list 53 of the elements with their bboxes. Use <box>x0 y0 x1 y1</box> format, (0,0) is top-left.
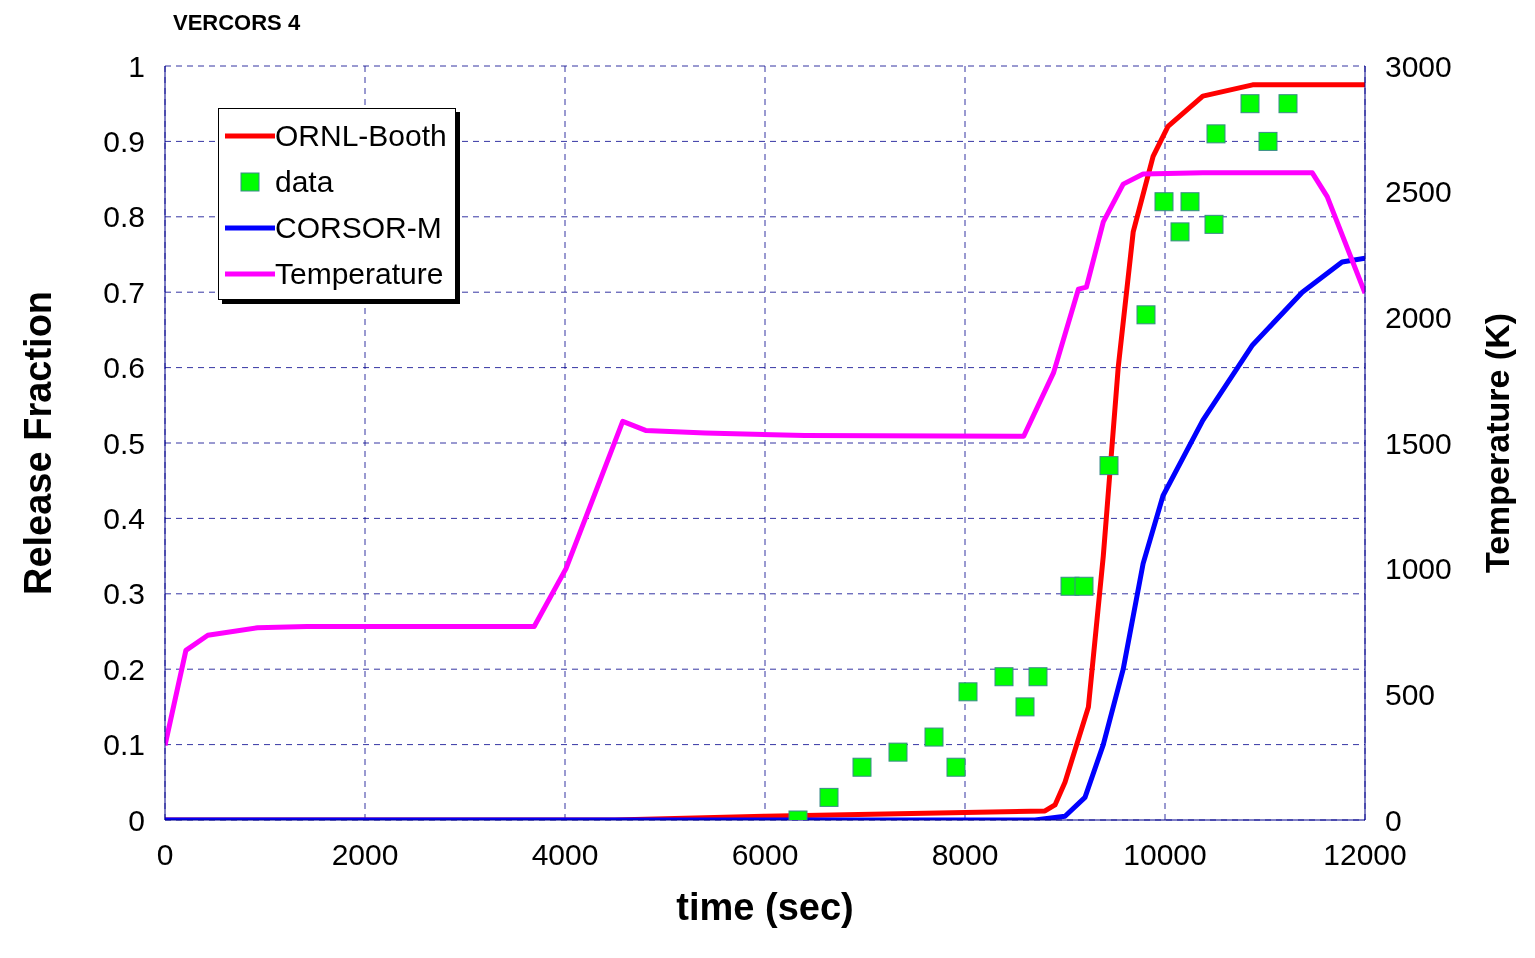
point <box>1170 222 1190 242</box>
y-axis-title: Release Fraction <box>17 290 60 596</box>
y2-tick-label: 2500 <box>1385 175 1452 209</box>
x-axis-title: time (sec) <box>676 886 854 928</box>
point <box>1240 94 1260 114</box>
point <box>1074 576 1094 596</box>
y2-tick-label: 1500 <box>1385 426 1452 460</box>
point <box>819 787 839 807</box>
y-tick-label: 0.1 <box>103 728 145 762</box>
legend-label: CORSOR-M <box>275 211 442 245</box>
point <box>1015 697 1035 717</box>
x-tick-label: 0 <box>156 838 174 872</box>
point <box>1180 192 1200 212</box>
y-tick-label: 0.5 <box>103 426 145 460</box>
y-tick-label: 0.2 <box>103 652 145 686</box>
x-tick-label: 6000 <box>731 838 799 872</box>
point <box>1136 305 1156 325</box>
point <box>852 757 872 777</box>
point <box>1206 124 1226 144</box>
y-tick-label: 0.4 <box>103 502 145 536</box>
x-tick-label: 2000 <box>331 838 399 872</box>
y2-tick-label: 1000 <box>1385 552 1452 586</box>
y-tick-label: 0.3 <box>103 577 145 611</box>
y2-tick-label: 500 <box>1385 677 1436 711</box>
x-tick-label: 8000 <box>931 838 999 872</box>
point <box>946 757 966 777</box>
point <box>888 742 908 762</box>
point <box>958 682 978 702</box>
legend-label: ORNL-Booth <box>275 119 447 153</box>
y2-axis-title: Temperature (K) <box>1478 312 1517 574</box>
point <box>1154 192 1174 212</box>
legend-label: data <box>275 165 334 199</box>
y-tick-label: 1 <box>128 49 145 83</box>
point <box>1258 131 1278 151</box>
point <box>1099 456 1119 476</box>
y2-tick-label: 3000 <box>1385 49 1452 83</box>
x-tick-label: 12000 <box>1323 838 1407 872</box>
y-tick-label: 0.6 <box>103 351 145 385</box>
x-tick-label: 10000 <box>1123 838 1207 872</box>
point <box>1278 94 1298 114</box>
point <box>994 667 1014 687</box>
y2-tick-label: 2000 <box>1385 300 1452 334</box>
y-tick-label: 0.9 <box>103 125 145 159</box>
y-tick-label: 0.8 <box>103 200 145 234</box>
chart-title: VERCORS 4 <box>173 10 301 36</box>
y2-tick-label: 0 <box>1385 803 1402 837</box>
point <box>1028 667 1048 687</box>
point <box>1204 214 1224 234</box>
y-tick-label: 0.7 <box>103 275 145 309</box>
legend-label: Temperature <box>275 257 444 291</box>
point <box>924 727 944 747</box>
y-tick-label: 0 <box>128 803 145 837</box>
x-tick-label: 4000 <box>531 838 599 872</box>
